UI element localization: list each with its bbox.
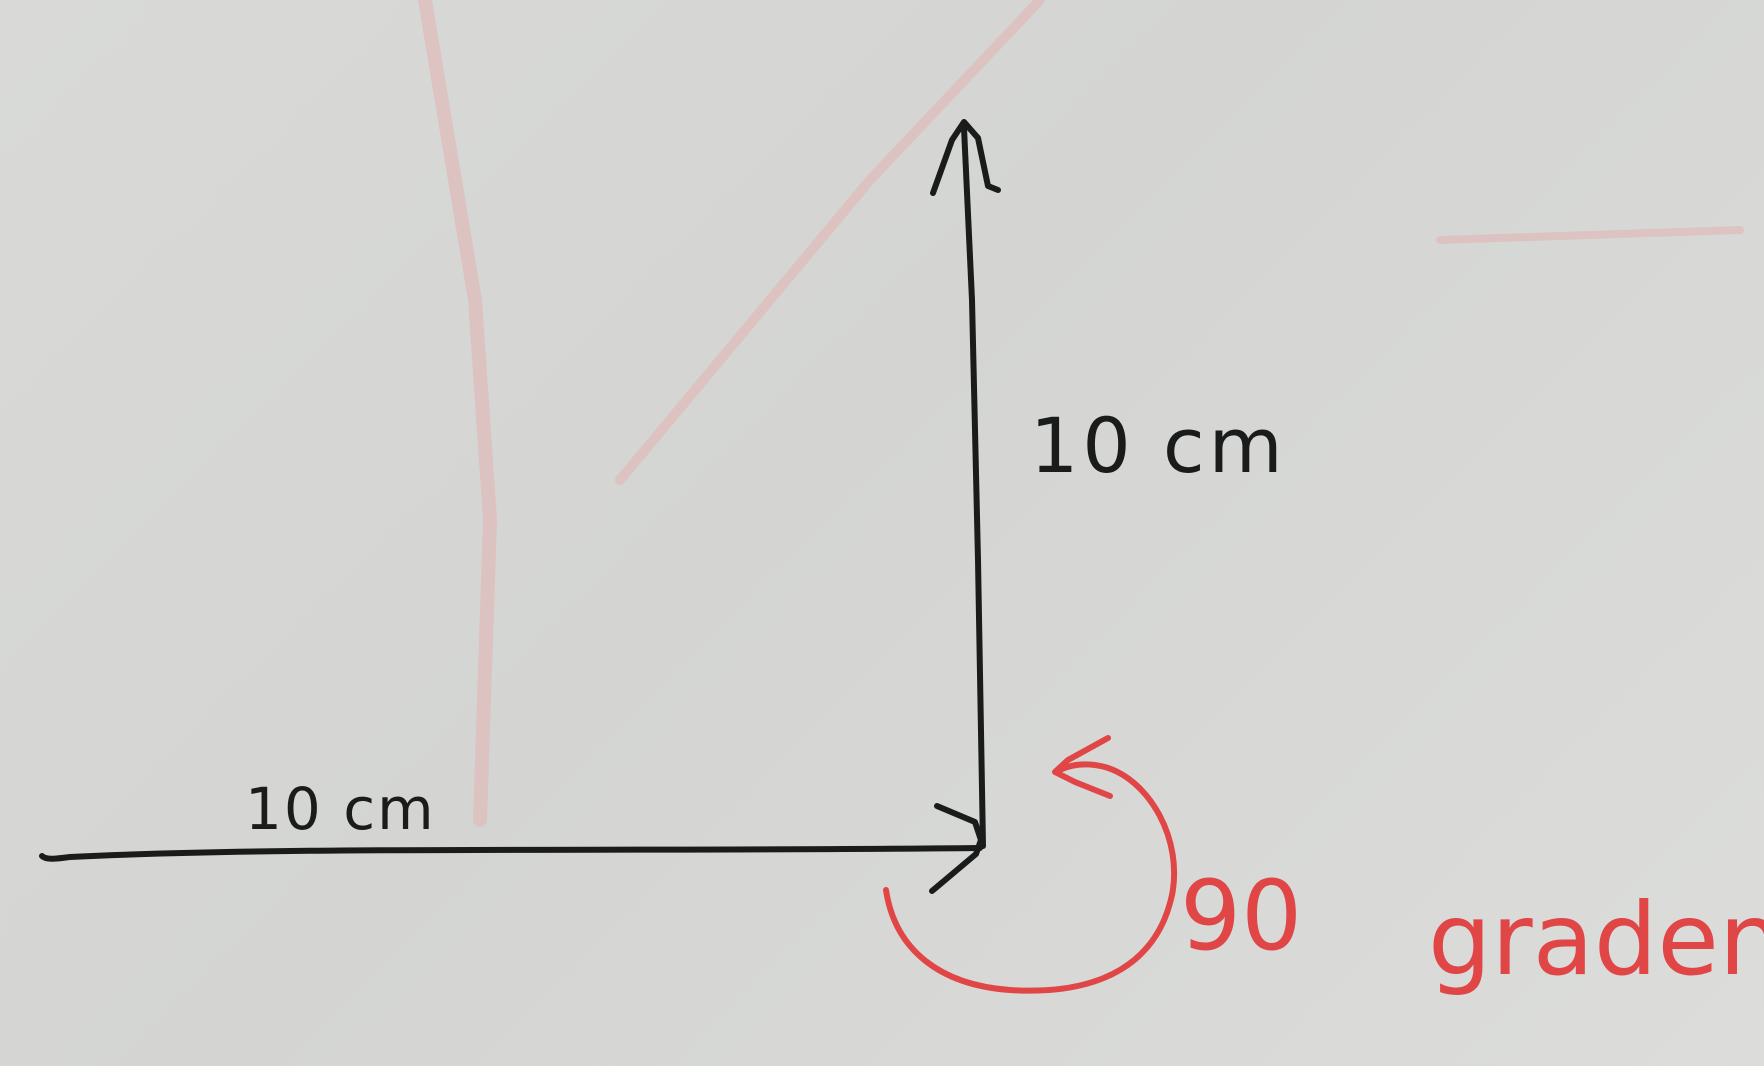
- vertical-length-label: 10 cm: [1030, 401, 1287, 490]
- rotation-arrow-head: [1052, 735, 1113, 799]
- arrow-head: [930, 119, 1001, 196]
- vertical-arrow-line: [961, 125, 986, 849]
- ghost-stroke-2: [615, 0, 1045, 485]
- horizontal-length-label: 10 cm: [245, 775, 436, 843]
- rotation-arrow: [883, 761, 1178, 994]
- turn-angle-label: 90: [1180, 860, 1303, 972]
- turn-unit-label: graden: [1428, 881, 1764, 998]
- ghost-stroke-1: [418, 0, 498, 827]
- ghost-stroke-3: [1436, 226, 1744, 244]
- horizontal-line: [39, 845, 983, 862]
- corner-marker: [929, 803, 984, 894]
